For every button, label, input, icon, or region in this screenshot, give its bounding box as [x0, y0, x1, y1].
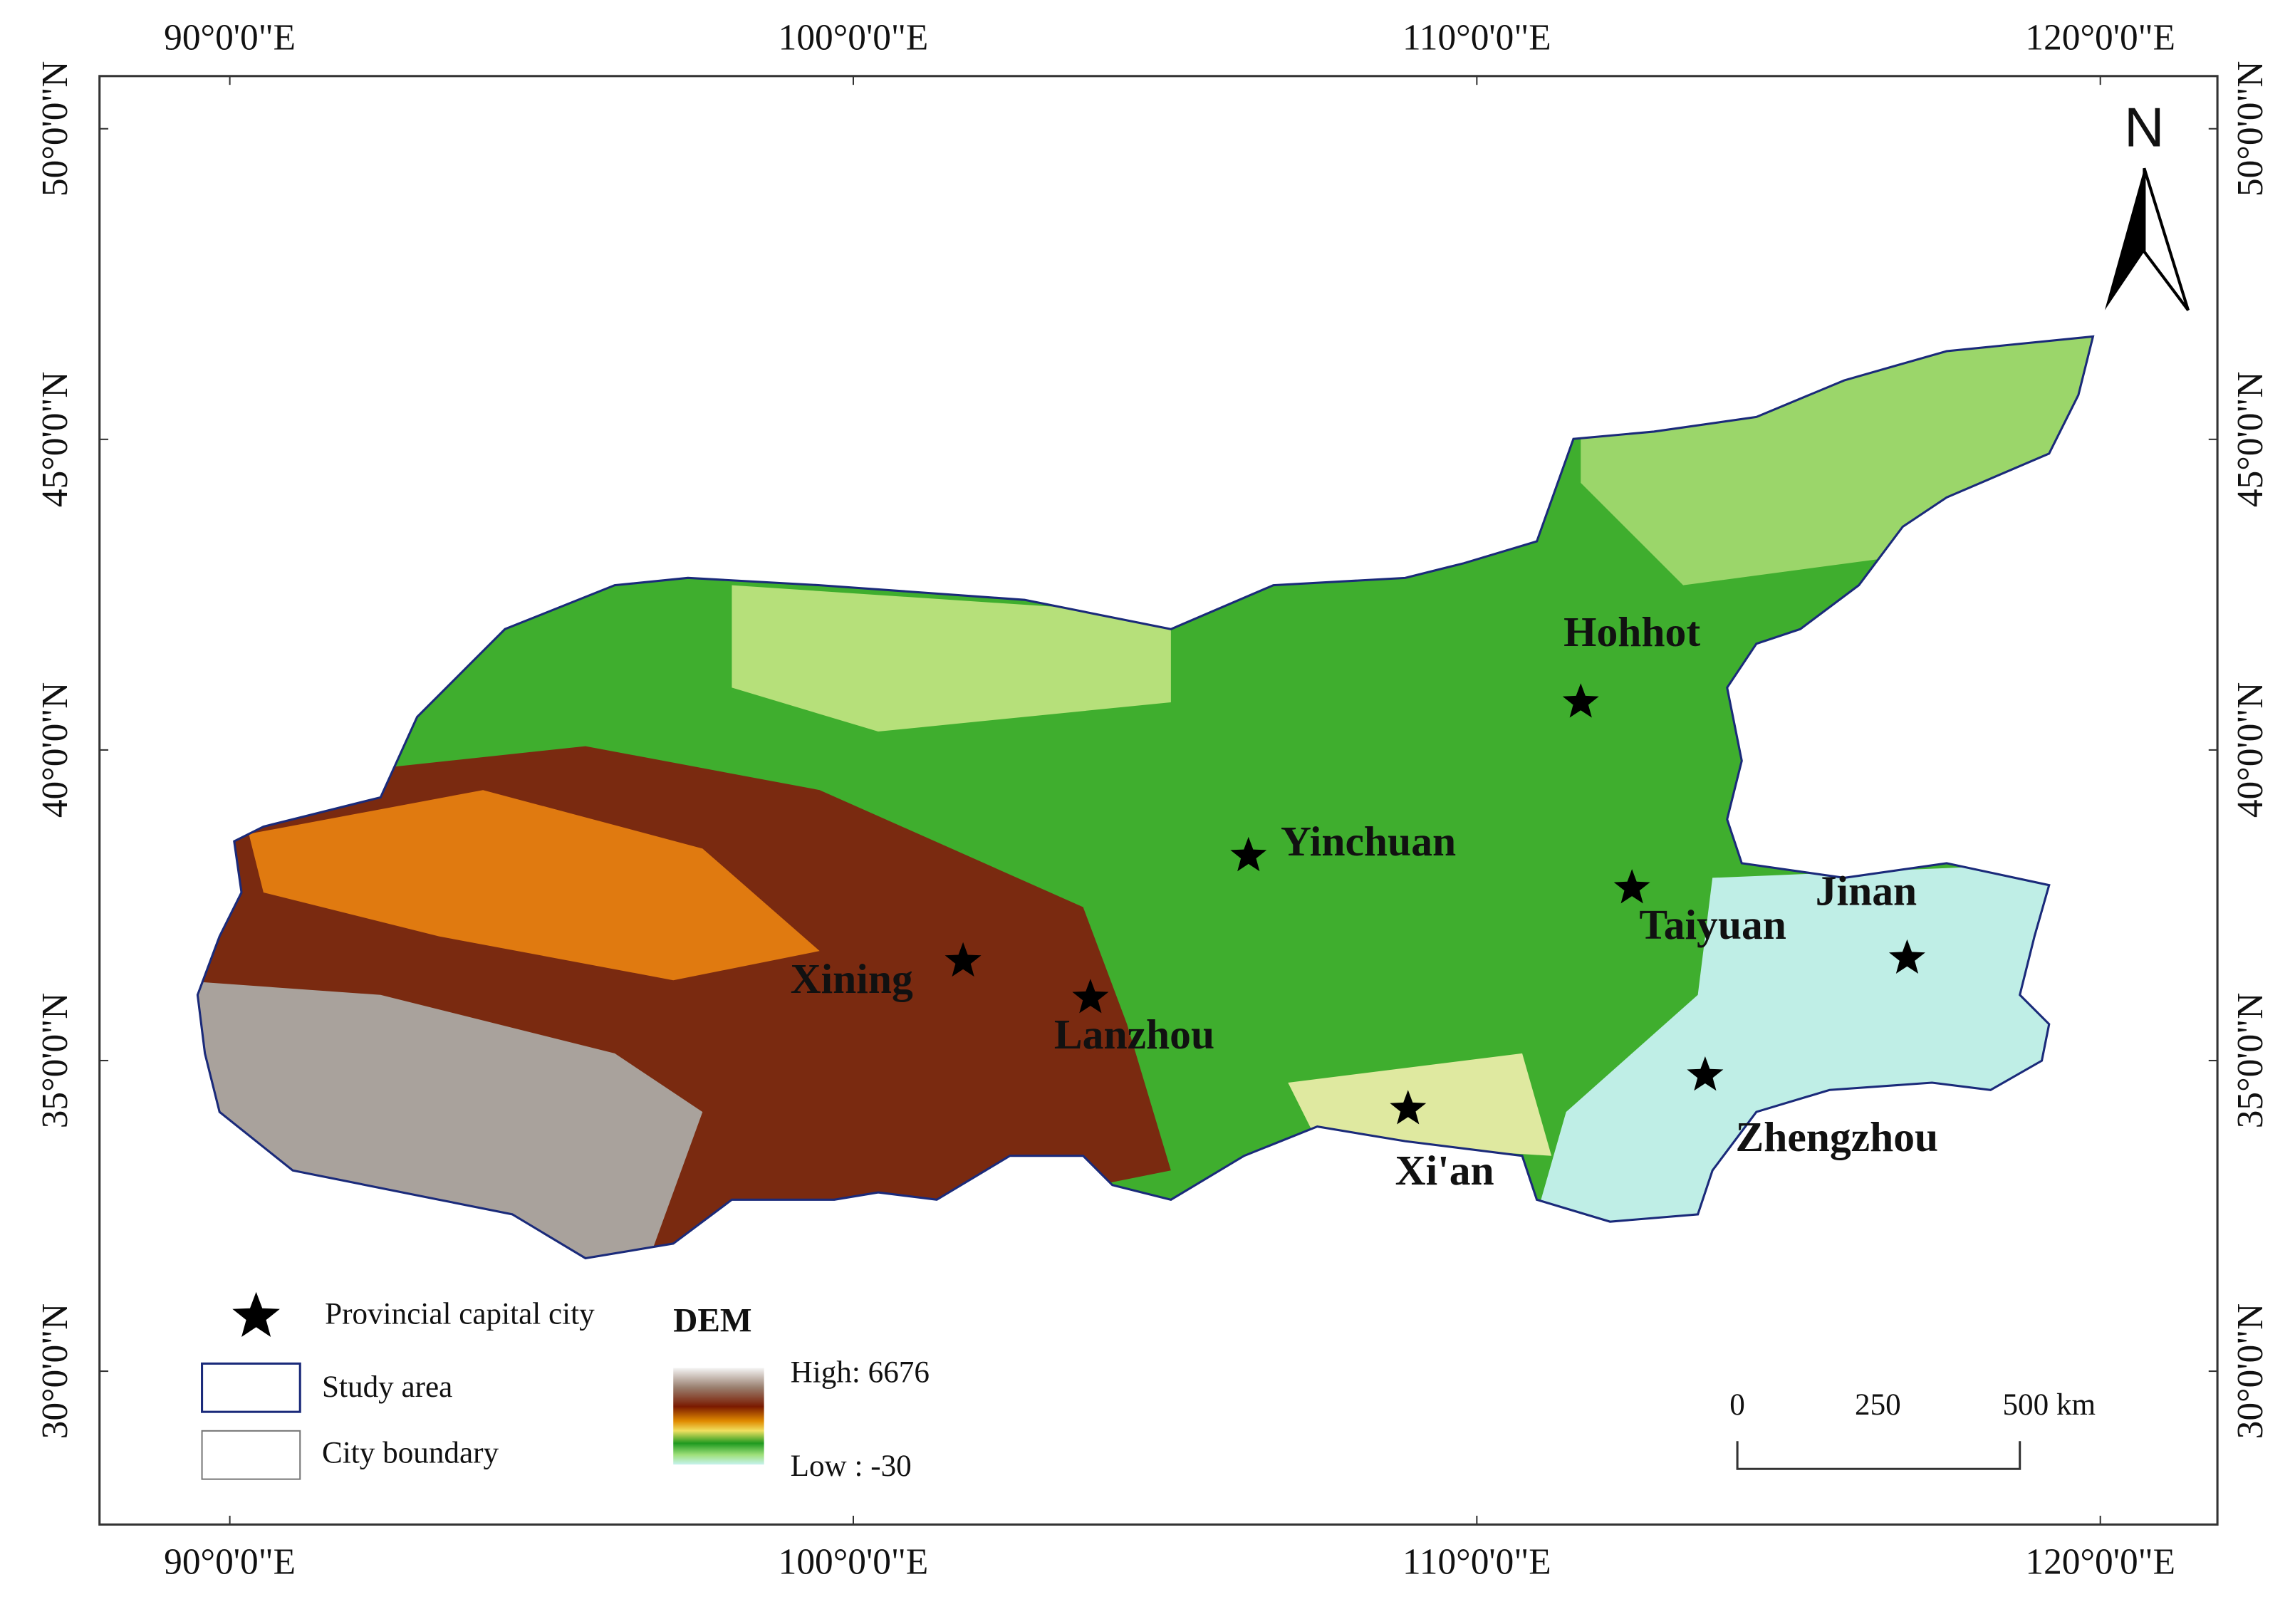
city-star [1888, 939, 1925, 974]
city-label: Zhengzhou [1735, 1113, 1938, 1160]
city-star [1072, 979, 1109, 1014]
lon-label: 120°0'0"E [2025, 17, 2175, 58]
city-star [1390, 1090, 1427, 1125]
lat-label: 50°0'0"N [2230, 61, 2271, 197]
scale-bar [1736, 1441, 2021, 1470]
city-star [1687, 1056, 1724, 1091]
city-label: Taiyuan [1639, 901, 1786, 948]
city-label: Xining [791, 955, 913, 1002]
dem-raster [197, 336, 2093, 1259]
dem-low: Low : -30 [791, 1449, 912, 1483]
scale-label: 500 km [2002, 1388, 2096, 1422]
lat-label: 30°0'0"N [2230, 1303, 2271, 1440]
lat-label: 45°0'0"N [2230, 372, 2271, 508]
lon-label: 110°0'0"E [1402, 17, 1551, 58]
lat-label: 40°0'0"N [35, 682, 76, 818]
city-label: Hohhot [1563, 608, 1700, 655]
city-star [944, 942, 982, 977]
dem-title: DEM [673, 1303, 751, 1340]
legend-study-swatch [201, 1362, 301, 1413]
lat-label: 35°0'0"N [2230, 993, 2271, 1129]
lon-label: 90°0'0"E [164, 17, 296, 58]
city-star [1230, 836, 1267, 872]
dem-ramp [673, 1368, 764, 1465]
north-label: N [2124, 95, 2164, 158]
north-arrow: N [2104, 95, 2190, 311]
city-star [1562, 683, 1599, 718]
dem-high: High: 6676 [791, 1356, 930, 1390]
legend-capital-label: Provincial capital city [325, 1298, 595, 1331]
lon-label: 120°0'0"E [2025, 1542, 2175, 1583]
lat-label: 30°0'0"N [35, 1303, 76, 1440]
legend: Provincial capital city Study area City … [201, 1298, 930, 1483]
map-frame [98, 75, 2219, 1526]
city-label: Jinan [1816, 868, 1917, 915]
legend-study-label: Study area [322, 1370, 452, 1404]
lat-label: 35°0'0"N [35, 993, 76, 1129]
lon-label: 100°0'0"E [779, 17, 929, 58]
legend-star [232, 1291, 280, 1337]
legend-city-label: City boundary [322, 1437, 499, 1470]
city-label: Lanzhou [1054, 1011, 1214, 1058]
city-label: Yinchuan [1281, 818, 1456, 865]
lon-label: 90°0'0"E [164, 1542, 296, 1583]
city-label: Xi'an [1395, 1147, 1494, 1194]
scale-label: 250 [1855, 1388, 1901, 1422]
scale-label: 0 [1729, 1388, 1745, 1422]
legend-city-swatch [201, 1430, 301, 1480]
lon-label: 100°0'0"E [779, 1542, 929, 1583]
lat-label: 50°0'0"N [35, 61, 76, 197]
lat-label: 40°0'0"N [2230, 682, 2271, 818]
lon-label: 110°0'0"E [1402, 1542, 1551, 1583]
city-star [1613, 869, 1650, 904]
lat-label: 45°0'0"N [35, 372, 76, 508]
